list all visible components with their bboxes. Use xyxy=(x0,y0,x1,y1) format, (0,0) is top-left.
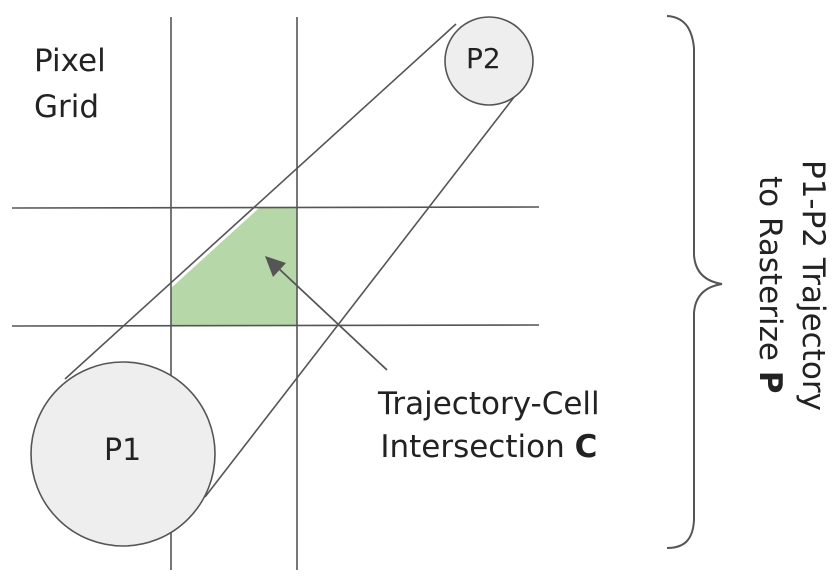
trajectory-brace xyxy=(666,15,723,549)
intersection-label: Trajectory-Cell Intersection C xyxy=(378,383,600,469)
grid-line-horizontal-bottom xyxy=(11,324,540,327)
p2-circle xyxy=(444,16,534,106)
trajectory-lower-edge xyxy=(204,91,519,498)
intersection-arrow-shaft xyxy=(275,265,388,371)
trajectory-label-line2: to Rasterize P xyxy=(748,135,791,435)
trajectory-label-line1: P1-P2 Trajectory xyxy=(795,159,831,411)
intersection-label-text: Intersection xyxy=(380,429,575,465)
p1-label: P1 xyxy=(104,433,142,468)
trajectory-label: P1-P2 Trajectory to Rasterize P xyxy=(744,135,833,435)
p1-circle xyxy=(30,361,216,547)
intersection-arrow-head xyxy=(265,256,286,277)
trajectory-label-text: to Rasterize xyxy=(752,176,788,372)
pixel-grid-label-line2: Grid xyxy=(34,89,100,125)
intersection-symbol: C xyxy=(574,429,598,465)
grid-line-horizontal-top xyxy=(11,206,540,209)
pixel-grid-label: Pixel Grid xyxy=(34,38,106,130)
pixel-grid-label-line1: Pixel xyxy=(34,43,106,79)
intersection-cell-area xyxy=(171,208,297,326)
intersection-label-line2: Intersection C xyxy=(378,426,600,469)
p2-label: P2 xyxy=(466,42,501,75)
trajectory-upper-edge xyxy=(64,23,457,380)
trajectory-symbol: P xyxy=(752,371,788,394)
intersection-label-line1: Trajectory-Cell xyxy=(378,386,600,422)
